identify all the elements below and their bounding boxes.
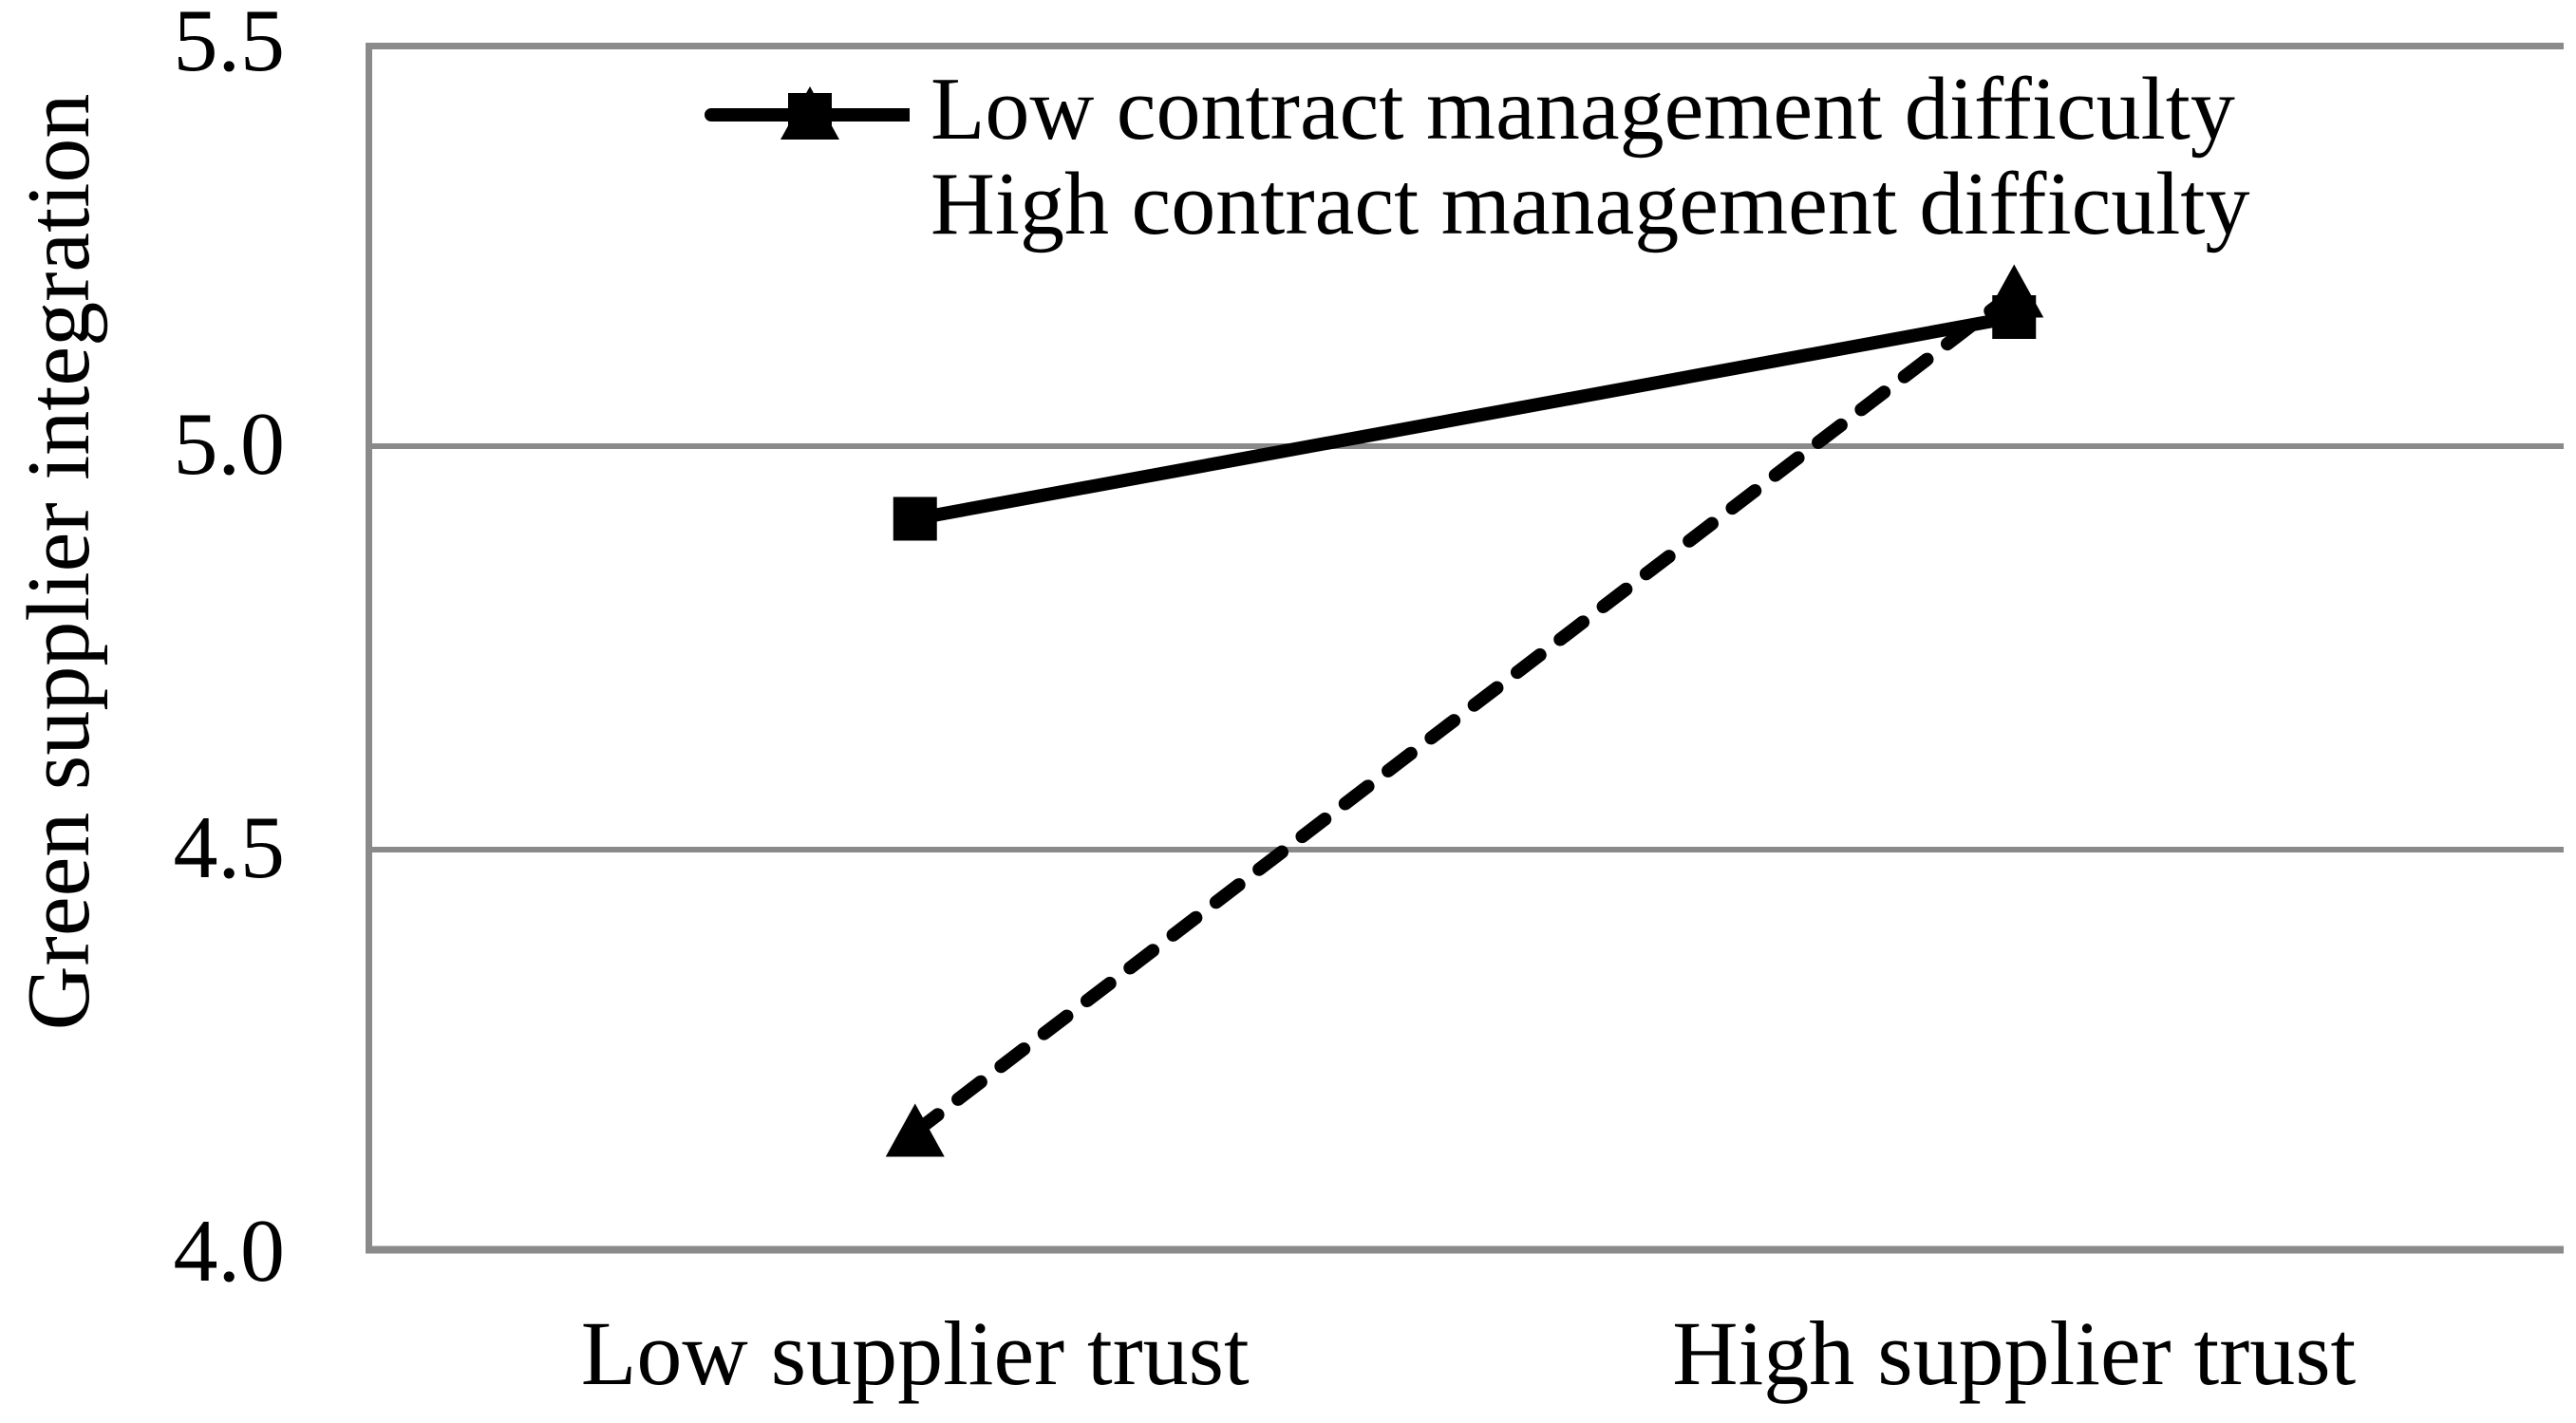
y-tick-label-4.0: 4.0 [173, 1202, 286, 1301]
y-tick-label-5.0: 5.0 [173, 395, 286, 495]
y-tick-label-4.5: 4.5 [173, 798, 286, 898]
legend-item-high-contract-difficulty: High contract management difficulty [704, 93, 2250, 255]
plot-canvas [366, 43, 2564, 1254]
y-tick-label-5.5: 5.5 [173, 0, 286, 91]
plot-area: Low contract management difficulty High … [366, 43, 2564, 1254]
legend-sample-solid-square-icon [704, 93, 917, 255]
x-category-label-1: High supplier trust [1672, 1302, 2357, 1404]
legend: Low contract management difficulty High … [704, 60, 2250, 255]
legend-label-low-contract-difficulty: Low contract management difficulty [931, 60, 2235, 159]
x-category-label-0: Low supplier trust [580, 1302, 1250, 1404]
legend-item-low-contract-difficulty: Low contract management difficulty [704, 60, 2250, 160]
legend-label-high-contract-difficulty: High contract management difficulty [931, 155, 2250, 253]
